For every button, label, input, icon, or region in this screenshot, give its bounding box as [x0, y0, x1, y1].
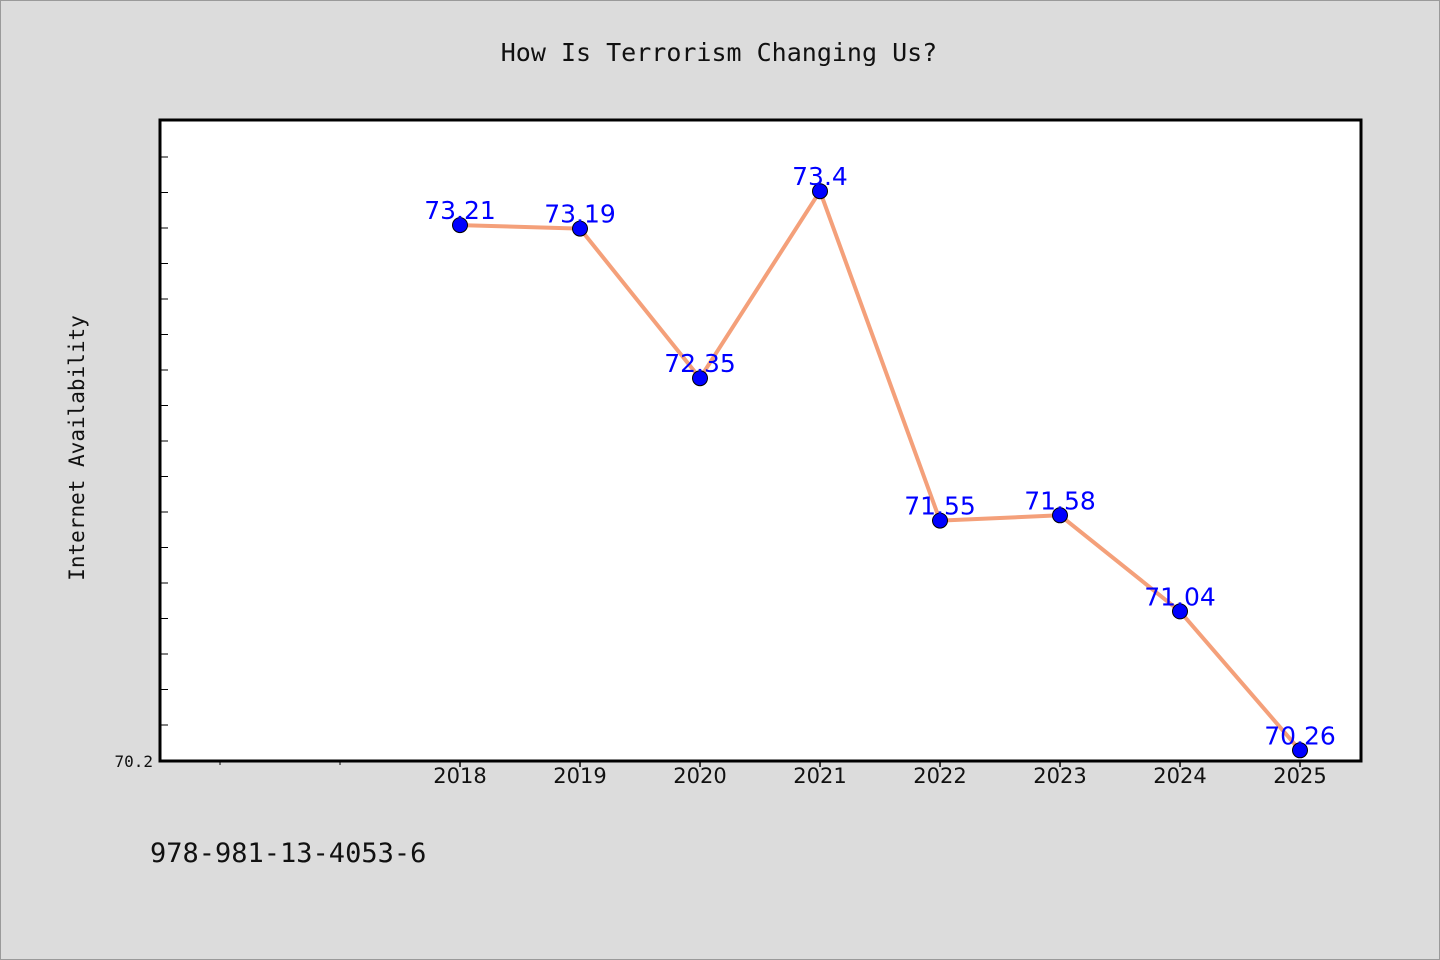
x-axis-ticks — [459, 761, 1301, 767]
data-point — [1292, 742, 1308, 759]
data-label: 72.35 — [664, 349, 736, 378]
x-axis-minor-ticks — [219, 761, 341, 765]
footer-isbn: 978-981-13-4053-6 — [150, 838, 426, 869]
data-labels: 73.21 73.19 72.35 73.4 71.55 71.58 71.04 70.26 — [424, 162, 1336, 750]
data-label: 73.21 — [424, 196, 496, 225]
data-label: 73.19 — [544, 200, 616, 229]
x-tick-label: 2018 — [433, 764, 486, 788]
x-tick-label: 2019 — [553, 764, 606, 788]
y-axis-tick-labels: 70.2 — [114, 752, 153, 771]
series-lines — [458, 189, 1302, 753]
data-point — [452, 217, 468, 234]
data-label: 73.4 — [792, 162, 848, 191]
series-points — [452, 183, 1308, 759]
y-tick-label: 70.2 — [114, 752, 153, 771]
data-point — [932, 512, 948, 529]
x-tick-label: 2023 — [1033, 764, 1086, 788]
x-tick-label: 2022 — [913, 764, 966, 788]
x-tick-label: 2024 — [1153, 764, 1206, 788]
data-label: 71.55 — [904, 492, 976, 521]
data-label: 71.58 — [1024, 486, 1096, 515]
data-point — [812, 183, 828, 200]
data-point — [1052, 507, 1068, 524]
data-point — [572, 220, 588, 237]
data-label: 71.04 — [1144, 582, 1216, 611]
plot-area — [158, 118, 1363, 763]
x-tick-label: 2020 — [673, 764, 726, 788]
x-axis-tick-labels: 2018 2019 2020 2021 2022 2023 2024 2025 — [433, 764, 1326, 788]
x-tick-label: 2021 — [793, 764, 846, 788]
data-point — [692, 370, 708, 387]
data-label: 70.26 — [1264, 721, 1336, 750]
series-line — [458, 189, 1302, 753]
data-point — [1172, 603, 1188, 620]
y-axis-minor-ticks — [160, 156, 168, 726]
x-tick-label: 2025 — [1273, 764, 1326, 788]
chart-title: How Is Terrorism Changing Us? — [501, 38, 938, 67]
y-axis-label: Internet Availability — [65, 315, 89, 581]
